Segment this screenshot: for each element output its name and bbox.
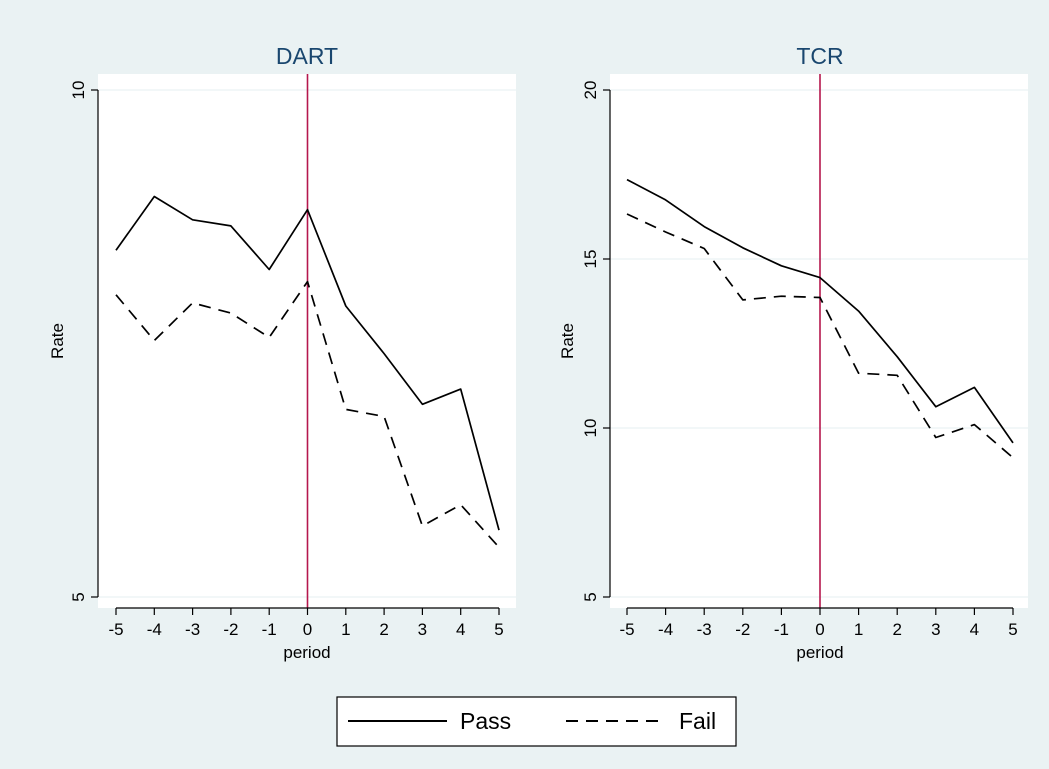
- x-tick-label: 2: [892, 620, 901, 639]
- x-tick-label: -2: [223, 620, 238, 639]
- x-tick-label: 1: [854, 620, 863, 639]
- x-tick-label: 4: [456, 620, 465, 639]
- x-tick-label: -3: [697, 620, 712, 639]
- x-tick-label: 5: [494, 620, 503, 639]
- axes: 5 10 15 20 -5 -4 -3 -2 -1 0 1 2 3 4 5: [581, 81, 1018, 639]
- legend: Pass Fail: [336, 696, 737, 747]
- x-tick-label: -2: [735, 620, 750, 639]
- x-tick-label: 2: [379, 620, 388, 639]
- x-tick-label: -1: [262, 620, 277, 639]
- x-tick-label: -3: [185, 620, 200, 639]
- legend-label-pass: Pass: [460, 708, 511, 734]
- y-tick-label: 15: [581, 250, 600, 269]
- y-axis-label: Rate: [558, 323, 577, 359]
- y-tick-label: 10: [69, 81, 88, 100]
- y-tick-label: 10: [581, 419, 600, 438]
- x-tick-label: 4: [970, 620, 979, 639]
- legend-label-fail: Fail: [679, 708, 716, 734]
- y-axis-label: Rate: [48, 323, 67, 359]
- x-tick-label: 0: [303, 620, 312, 639]
- x-tick-label: -4: [658, 620, 673, 639]
- panel-tcr: 5 10 15 20 -5 -4 -3 -2 -1 0 1 2 3 4 5 TCR period Rate: [558, 43, 1028, 662]
- series-line-pass: [626, 178, 1014, 444]
- x-tick-label: -1: [774, 620, 789, 639]
- panel-title: TCR: [796, 43, 843, 69]
- x-tick-label: 0: [815, 620, 824, 639]
- x-tick-label: 1: [341, 620, 350, 639]
- series-line-fail: [626, 213, 1014, 459]
- axes: 5 10 -5 -4 -3 -2 -1 0 1 2 3 4 5: [69, 81, 504, 639]
- x-tick-label: 3: [418, 620, 427, 639]
- y-tick-label: 5: [69, 592, 88, 601]
- grid-lines: [610, 89, 1028, 598]
- series-line-fail: [115, 280, 500, 548]
- panel-dart: 5 10 -5 -4 -3 -2 -1 0 1 2 3 4 5 DART period Rate: [48, 43, 516, 662]
- x-tick-label: -5: [108, 620, 123, 639]
- series-lines: [115, 195, 500, 548]
- x-tick-label: 3: [931, 620, 940, 639]
- x-tick-label: -4: [147, 620, 162, 639]
- x-axis-label: period: [796, 643, 843, 662]
- y-tick-label: 20: [581, 81, 600, 100]
- x-axis-label: period: [283, 643, 330, 662]
- series-lines: [626, 178, 1014, 459]
- x-tick-label: 5: [1008, 620, 1017, 639]
- plot-area: [610, 74, 1028, 608]
- x-tick-label: -5: [619, 620, 634, 639]
- panel-title: DART: [276, 43, 338, 69]
- y-tick-label: 5: [581, 592, 600, 601]
- series-line-pass: [115, 195, 500, 531]
